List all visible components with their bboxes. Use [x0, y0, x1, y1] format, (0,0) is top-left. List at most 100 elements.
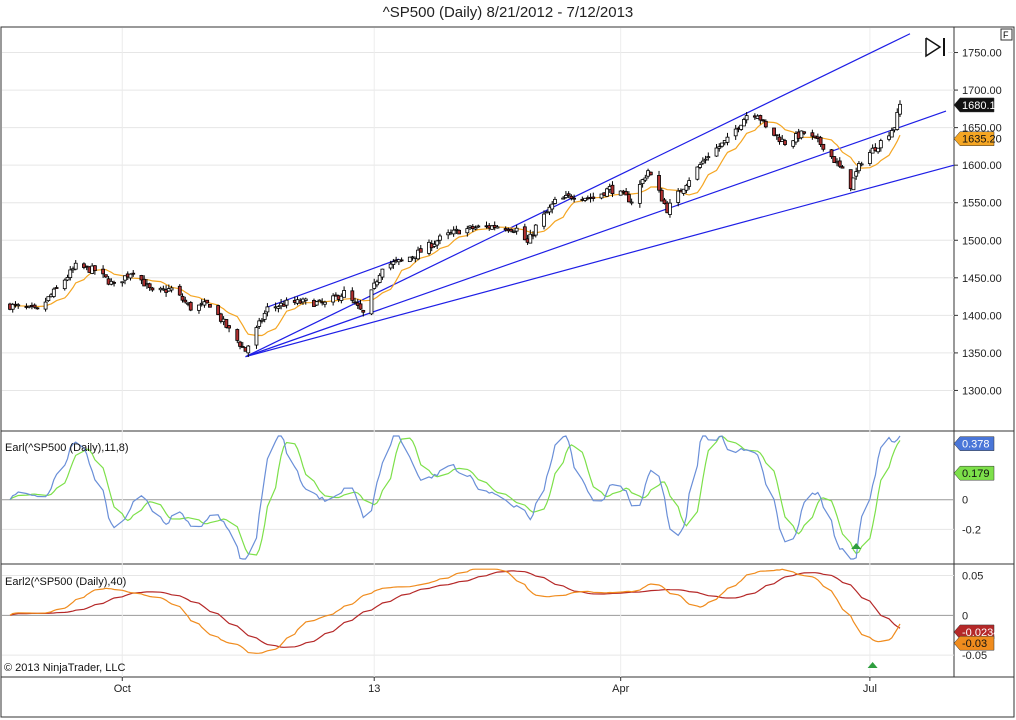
- candle-body: [878, 140, 883, 149]
- candle-body: [681, 188, 686, 194]
- candle-body: [35, 307, 40, 310]
- candle-body: [591, 196, 596, 199]
- earl2-orange-tag-box: [953, 635, 995, 651]
- candle-body: [566, 193, 571, 196]
- earl2-red-line: [9, 570, 901, 648]
- candle-body: [128, 273, 133, 279]
- time-tick-label: 13: [368, 683, 380, 695]
- candle-body: [772, 127, 776, 136]
- price-tick-label: 1300.00: [962, 385, 1002, 397]
- candle-body: [51, 288, 56, 297]
- candle-body: [451, 229, 456, 235]
- candle-body: [183, 299, 188, 303]
- price-tick-label: 1550.00: [962, 198, 1002, 210]
- time-tick-label: Oct: [114, 683, 131, 695]
- moving-average-path: [9, 121, 901, 337]
- copyright-label: © 2013 NinjaTrader, LLC: [4, 662, 125, 674]
- moving-average-line: [9, 121, 901, 337]
- signal-marker-up: [851, 543, 862, 549]
- price-tick-label: 1350.00: [962, 348, 1002, 360]
- candle-body: [317, 299, 322, 302]
- trend-line-3: [245, 164, 955, 358]
- candle-body: [791, 140, 796, 147]
- candle-body: [16, 304, 21, 307]
- candle-body: [353, 301, 357, 304]
- candle-body: [68, 269, 73, 279]
- earl2-panel-label: Earl2(^SP500 (Daily),40): [5, 576, 126, 588]
- candle-body: [339, 295, 344, 301]
- candle-body: [465, 228, 470, 234]
- earl-fast-tag-box: [953, 436, 995, 451]
- candlesticks: [8, 100, 902, 358]
- candle-body: [120, 281, 125, 284]
- signal-markers: [851, 543, 878, 668]
- earl2-red-tag: -0.0234: [962, 627, 999, 639]
- candle-body: [553, 198, 557, 204]
- candle-body: [659, 189, 664, 202]
- earl2-lines: [9, 568, 901, 654]
- candle-body: [509, 229, 514, 232]
- candle-body: [399, 259, 404, 262]
- price-tick-label: 1500.00: [962, 235, 1002, 247]
- candle-body: [65, 277, 70, 281]
- candle-body: [342, 290, 346, 298]
- candle-body: [605, 188, 609, 197]
- candle-body: [657, 175, 661, 191]
- candle-body: [62, 279, 67, 290]
- candle-body: [375, 281, 379, 286]
- candle-body: [218, 313, 223, 322]
- candle-body: [142, 278, 147, 287]
- time-tick-label: Jul: [863, 683, 877, 695]
- candle-body: [169, 287, 174, 291]
- candle-body: [123, 275, 127, 281]
- candle-body: [240, 346, 245, 348]
- candle-body: [473, 227, 478, 230]
- candle-body: [821, 143, 826, 150]
- candle-body: [180, 295, 185, 301]
- candle-body: [714, 147, 719, 157]
- candle-body: [744, 115, 749, 121]
- svg-text:F: F: [1003, 30, 1009, 40]
- earl-slow-tag-box: [953, 465, 995, 481]
- earl2-tick-label: 0: [962, 610, 968, 622]
- candle-body: [626, 194, 631, 203]
- candle-body: [867, 152, 872, 164]
- candle-body: [188, 302, 193, 311]
- candle-body: [676, 190, 681, 203]
- candle-body: [10, 303, 15, 310]
- candle-body: [583, 197, 587, 201]
- candle-body: [216, 305, 221, 315]
- candle-body: [323, 301, 327, 305]
- candle-body: [495, 226, 500, 229]
- candle-body: [717, 146, 722, 149]
- candle-body: [276, 306, 281, 309]
- candle-body: [668, 202, 672, 215]
- candle-body: [314, 301, 319, 306]
- candle-body: [254, 327, 259, 346]
- price-tick-label: 1450.00: [962, 273, 1002, 285]
- candle-body: [112, 281, 116, 284]
- candle-body: [260, 319, 264, 322]
- candle-body: [54, 287, 59, 289]
- candle-body: [569, 195, 574, 199]
- candle-body: [720, 142, 724, 147]
- last-price-tag-box: [953, 97, 995, 113]
- candle-body: [131, 272, 136, 275]
- candle-body: [32, 304, 37, 308]
- candle-body: [197, 304, 201, 311]
- candle-body: [706, 156, 711, 159]
- candle-body: [257, 320, 262, 327]
- chart-title: ^SP500 (Daily) 8/21/2012 - 7/12/2013: [382, 4, 634, 21]
- candle-body: [531, 234, 535, 237]
- candle-body: [377, 274, 382, 283]
- candle-body: [350, 290, 355, 301]
- earl-slow-line: [9, 435, 901, 556]
- candle-body: [739, 124, 744, 130]
- price-tick-label: 1400.00: [962, 310, 1002, 322]
- candle-body: [802, 131, 807, 134]
- candle-body: [829, 149, 834, 158]
- candle-body: [624, 191, 629, 196]
- earl2-tick-label: 0.05: [962, 571, 983, 583]
- corner-marker[interactable]: F: [1000, 28, 1013, 41]
- play-to-end-icon[interactable]: [922, 35, 948, 59]
